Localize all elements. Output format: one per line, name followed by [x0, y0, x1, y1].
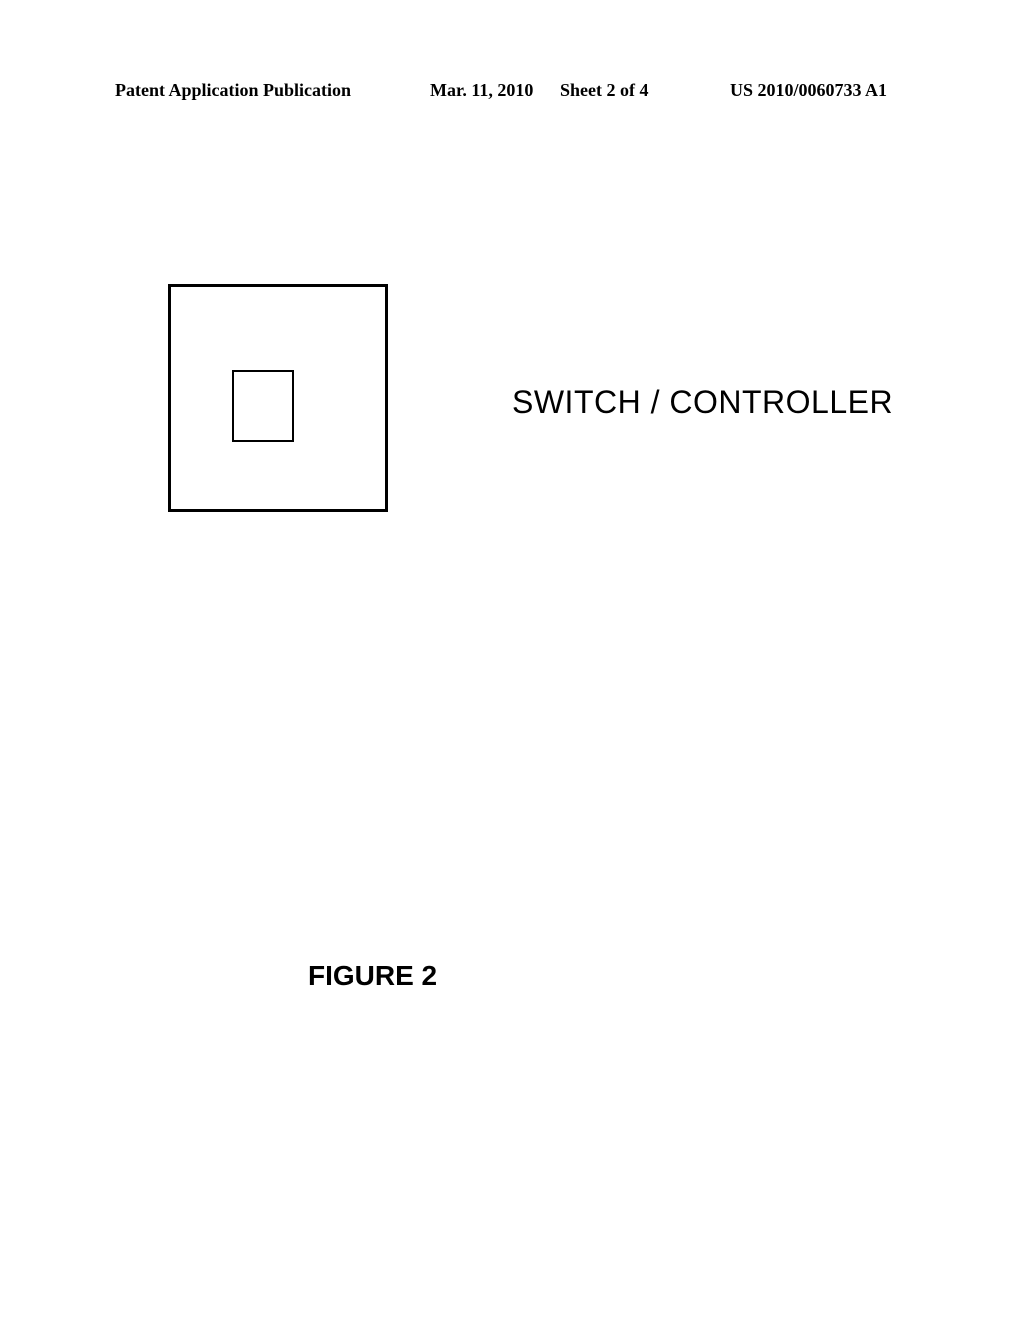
header-docnum: US 2010/0060733 A1: [730, 80, 887, 101]
diagram-label: SWITCH / CONTROLLER: [512, 384, 893, 421]
page: Patent Application Publication Mar. 11, …: [0, 0, 1024, 1320]
diagram-inner-box: [232, 370, 294, 442]
header-sheet: Sheet 2 of 4: [560, 80, 649, 101]
header-publication: Patent Application Publication: [115, 80, 351, 101]
figure-caption: FIGURE 2: [308, 960, 437, 992]
header-date: Mar. 11, 2010: [430, 80, 533, 101]
